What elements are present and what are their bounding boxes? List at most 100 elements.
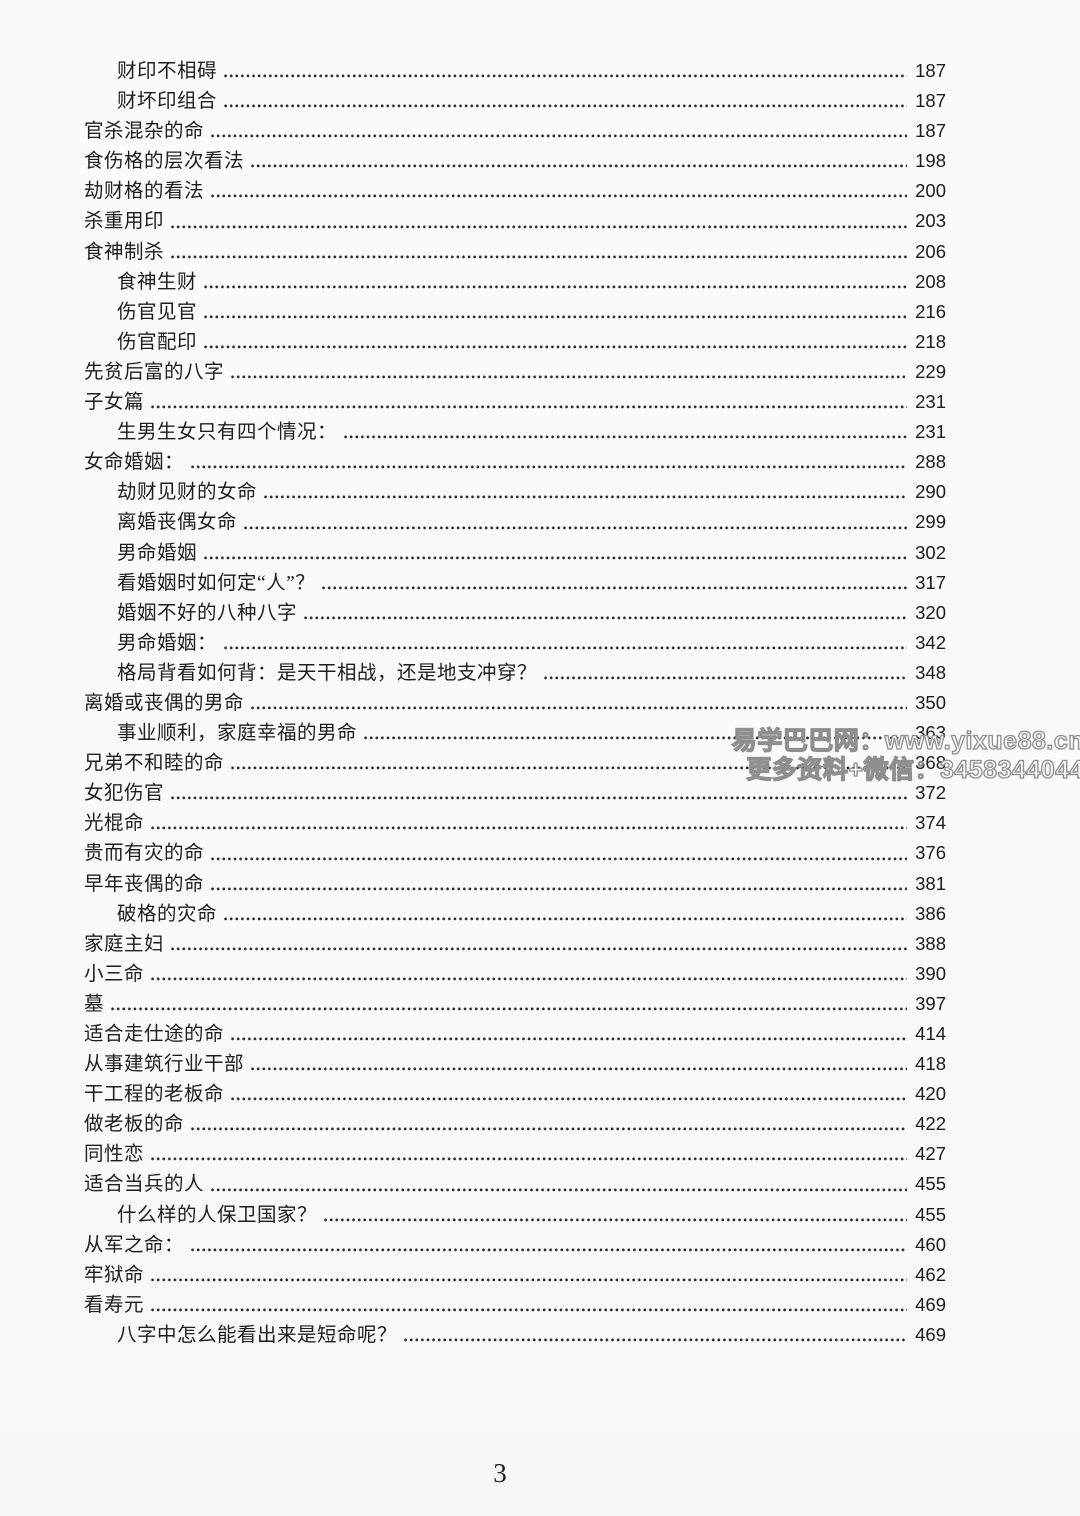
toc-entry[interactable]: 干工程的老板命 420: [84, 1079, 946, 1109]
toc-entry[interactable]: 适合当兵的人 455: [84, 1169, 946, 1199]
toc-entry[interactable]: 牢狱命 462: [84, 1260, 946, 1290]
toc-entry[interactable]: 女犯伤官 372: [84, 778, 946, 808]
toc-entry[interactable]: 官杀混杂的命 187: [84, 116, 946, 146]
toc-entry-title: 财坏印组合: [117, 91, 218, 113]
toc-entry-page: 368: [915, 752, 946, 774]
toc-entry-page: 372: [915, 782, 946, 804]
dot-leader: [224, 645, 907, 650]
toc-entry-page: 420: [915, 1083, 946, 1105]
toc-entry-page: 363: [915, 722, 946, 744]
toc-entry-title: 离婚丧偶女命: [117, 512, 238, 534]
toc-entry-page: 348: [915, 661, 946, 683]
dot-leader: [231, 766, 907, 771]
dot-leader: [151, 1307, 907, 1312]
toc-entry[interactable]: 兄弟不和睦的命 368: [84, 748, 946, 778]
toc-entry-page: 386: [915, 902, 946, 924]
toc-entry[interactable]: 事业顺利，家庭幸福的男命 363: [84, 718, 946, 748]
toc-entry[interactable]: 墓 397: [84, 989, 946, 1019]
toc-entry-title: 光棍命: [84, 813, 145, 835]
toc-entry-title: 先贫后富的八字: [84, 361, 225, 383]
toc-entry[interactable]: 离婚或丧偶的男命 350: [84, 688, 946, 718]
toc-entry[interactable]: 杀重用印 203: [84, 206, 946, 236]
toc-entry[interactable]: 早年丧偶的命 381: [84, 869, 946, 899]
toc-entry[interactable]: 做老板的命 422: [84, 1109, 946, 1139]
toc-entry-page: 218: [915, 330, 946, 352]
toc-entry[interactable]: 男命婚姻 302: [84, 538, 946, 568]
toc-entry-title: 从军之命：: [84, 1234, 185, 1256]
toc-entry-page: 187: [915, 90, 946, 112]
toc-entry-page: 299: [915, 511, 946, 533]
dot-leader: [224, 916, 907, 921]
toc-entry-title: 兄弟不和睦的命: [84, 753, 225, 775]
toc-entry[interactable]: 劫财见财的女命 290: [84, 477, 946, 507]
dot-leader: [171, 254, 907, 259]
dot-leader: [204, 344, 907, 349]
toc-entry-title: 小三命: [84, 963, 145, 985]
toc-entry-title: 离婚或丧偶的男命: [84, 692, 245, 714]
toc-entry[interactable]: 伤官配印 218: [84, 327, 946, 357]
dot-leader: [211, 1187, 907, 1192]
toc-entry[interactable]: 食神生财 208: [84, 267, 946, 297]
toc-entry-page: 414: [915, 1023, 946, 1044]
toc-entry[interactable]: 小三命 390: [84, 959, 946, 989]
toc-entry-page: 208: [915, 270, 946, 292]
toc-entry[interactable]: 财印不相碍 187: [84, 56, 946, 86]
toc-entry[interactable]: 破格的灾命 386: [84, 899, 946, 929]
dot-leader: [171, 946, 907, 951]
toc-entry[interactable]: 劫财格的看法 200: [84, 176, 946, 206]
dot-leader: [251, 1067, 907, 1072]
toc-entry-title: 伤官配印: [117, 331, 198, 353]
dot-leader: [204, 555, 907, 560]
toc-entry[interactable]: 离婚丧偶女命 299: [84, 507, 946, 537]
toc-entry-title: 格局背看如何背：是天干相战，还是地支冲穿？: [117, 662, 538, 684]
toc-entry-title: 食神生财: [117, 271, 198, 293]
toc-entry[interactable]: 看寿元 469: [84, 1290, 946, 1320]
toc-entry-page: 187: [915, 60, 946, 81]
footer-page-number: 3: [493, 1458, 507, 1488]
toc-entry[interactable]: 食神制杀 206: [84, 237, 946, 267]
dot-leader: [322, 585, 907, 590]
dot-leader: [264, 495, 907, 500]
toc-entry[interactable]: 同性恋 427: [84, 1139, 946, 1169]
toc-entry-title: 干工程的老板命: [84, 1084, 225, 1106]
toc-entry[interactable]: 从事建筑行业干部 418: [84, 1049, 946, 1079]
toc-entry[interactable]: 伤官见官 216: [84, 297, 946, 327]
toc-entry[interactable]: 格局背看如何背：是天干相战，还是地支冲穿？ 348: [84, 658, 946, 688]
toc-entry-title: 劫财见财的女命: [117, 482, 258, 504]
toc-entry-page: 320: [915, 601, 946, 623]
toc-entry[interactable]: 婚姻不好的八种八字 320: [84, 598, 946, 628]
toc-entry[interactable]: 光棍命 374: [84, 808, 946, 838]
toc-entry[interactable]: 先贫后富的八字 229: [84, 357, 946, 387]
toc-entry-page: 397: [915, 992, 946, 1014]
dot-leader: [231, 1037, 907, 1042]
toc-entry[interactable]: 食伤格的层次看法 198: [84, 146, 946, 176]
toc-entry-title: 牢狱命: [84, 1264, 145, 1286]
toc-entry[interactable]: 适合走仕途的命 414: [84, 1019, 946, 1049]
toc-entry[interactable]: 生男生女只有四个情况： 231: [84, 417, 946, 447]
toc-entry[interactable]: 八字中怎么能看出来是短命呢？ 469: [84, 1320, 946, 1350]
dot-leader: [211, 134, 907, 139]
toc-entry-title: 看婚姻时如何定“人”？: [117, 572, 316, 594]
toc-entry-title: 劫财格的看法: [84, 181, 205, 203]
toc-entry[interactable]: 家庭主妇 388: [84, 929, 946, 959]
toc-entry-page: 376: [915, 842, 946, 864]
toc-entry[interactable]: 什么样的人保卫国家？ 455: [84, 1200, 946, 1230]
toc-entry[interactable]: 子女篇 231: [84, 387, 946, 417]
dot-leader: [544, 675, 907, 680]
toc-entry-page: 422: [915, 1113, 946, 1135]
toc-entry-title: 女犯伤官: [84, 783, 165, 805]
toc-entry-page: 388: [915, 932, 946, 954]
toc-entry[interactable]: 看婚姻时如何定“人”？ 317: [84, 568, 946, 598]
toc-entry[interactable]: 男命婚姻： 342: [84, 628, 946, 658]
toc-entry[interactable]: 女命婚姻： 288: [84, 447, 946, 477]
toc-entry-page: 455: [915, 1173, 946, 1195]
toc-entry-page: 390: [915, 962, 946, 984]
toc-entry[interactable]: 财坏印组合 187: [84, 86, 946, 116]
dot-leader: [151, 1157, 907, 1162]
toc-entry[interactable]: 从军之命： 460: [84, 1230, 946, 1260]
toc-entry[interactable]: 贵而有灾的命 376: [84, 838, 946, 868]
dot-leader: [344, 435, 907, 440]
toc-entry-title: 事业顺利，家庭幸福的男命: [117, 723, 358, 745]
dot-leader: [151, 405, 907, 410]
dot-leader: [191, 1247, 907, 1252]
